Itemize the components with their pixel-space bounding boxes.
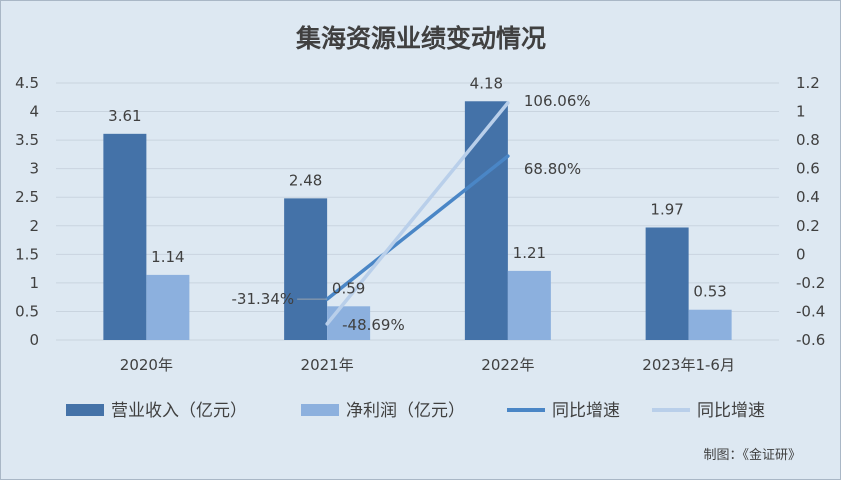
line-value-label: 68.80% xyxy=(524,160,581,178)
bar xyxy=(327,306,371,340)
category-label: 2021年 xyxy=(301,356,354,374)
bar-value-label: 3.61 xyxy=(108,107,141,125)
category-label: 2020年 xyxy=(120,356,173,374)
bar-value-label: 1.21 xyxy=(513,244,546,262)
data-labels: 3.61 2.48 4.18 1.97 1.14 0.59 1.21 0.53 -31.34% 6… xyxy=(108,74,727,334)
left-tick-label: 1 xyxy=(29,274,39,292)
legend-swatch xyxy=(301,404,339,416)
right-tick-label: 0.4 xyxy=(796,188,820,206)
category-label: 2023年1-6月 xyxy=(642,356,735,374)
left-tick-label: 2 xyxy=(29,217,39,235)
right-tick-label: 1 xyxy=(796,103,806,121)
left-tick-label: 2.5 xyxy=(15,188,39,206)
category-axis: 2020年 2021年 2022年 2023年1-6月 xyxy=(120,356,735,374)
legend-label: 净利润（亿元） xyxy=(346,401,465,421)
bar-value-label: 4.18 xyxy=(470,74,503,92)
right-tick-label: 0.6 xyxy=(796,160,820,178)
bar-value-label: 0.53 xyxy=(693,283,726,301)
bar-value-label: 2.48 xyxy=(289,171,322,189)
left-tick-label: 3 xyxy=(29,160,39,178)
bar xyxy=(645,227,689,340)
line-series xyxy=(325,154,510,301)
right-tick-label: 0 xyxy=(796,245,806,263)
right-tick-label: 1.2 xyxy=(796,74,820,92)
left-axis: 0 0.5 1 1.5 2 2.5 3 3.5 4 4.5 xyxy=(15,74,39,349)
bar-value-label: 0.59 xyxy=(332,279,365,297)
bar xyxy=(103,133,147,340)
bars xyxy=(103,101,732,340)
bar xyxy=(507,270,551,340)
legend-label: 同比增速 xyxy=(552,401,620,421)
line-value-label: -31.34% xyxy=(232,290,295,308)
legend-label: 同比增速 xyxy=(697,401,765,421)
line-series xyxy=(325,101,510,326)
legend: 营业收入（亿元） 净利润（亿元） 同比增速 同比增速 xyxy=(66,401,765,421)
credit-text: 制图：《金证研》 xyxy=(703,447,801,463)
left-tick-label: 0.5 xyxy=(15,302,39,320)
right-tick-label: -0.4 xyxy=(796,302,825,320)
right-tick-label: 0.2 xyxy=(796,217,820,235)
bar-value-label: 1.14 xyxy=(151,248,184,266)
left-tick-label: 0 xyxy=(29,331,39,349)
bar xyxy=(284,198,328,340)
line-value-label: 106.06% xyxy=(524,92,591,110)
category-label: 2022年 xyxy=(481,356,534,374)
bar xyxy=(688,309,732,340)
left-tick-label: 4 xyxy=(29,103,39,121)
legend-label: 营业收入（亿元） xyxy=(111,401,247,421)
left-tick-label: 4.5 xyxy=(15,74,39,92)
bar xyxy=(146,274,190,340)
right-tick-label: 0.8 xyxy=(796,131,820,149)
lines xyxy=(325,101,510,326)
left-tick-label: 3.5 xyxy=(15,131,39,149)
chart-title: 集海资源业绩变动情况 xyxy=(295,24,546,53)
left-tick-label: 1.5 xyxy=(15,245,39,263)
legend-swatch xyxy=(66,404,104,416)
right-tick-label: -0.2 xyxy=(796,274,825,292)
bar-value-label: 1.97 xyxy=(650,200,683,218)
line-value-label: -48.69% xyxy=(342,316,405,334)
right-tick-label: -0.6 xyxy=(796,331,825,349)
right-axis: -0.6 -0.4 -0.2 0 0.2 0.4 0.6 0.8 1 1.2 xyxy=(796,74,825,349)
bar xyxy=(464,101,508,340)
